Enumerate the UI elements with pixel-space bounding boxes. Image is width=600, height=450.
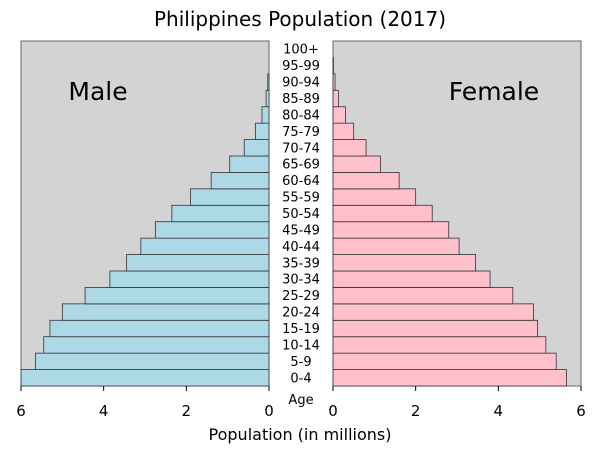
female-bar-35-39 [332,254,477,272]
x-tick-label: 6 [16,402,26,420]
age-group-label: 45-49 [282,223,320,238]
female-bar-0-4 [332,369,567,387]
x-tick-label: 2 [411,402,421,420]
female-bar-15-19 [332,319,539,338]
female-bar-70-74 [332,139,367,157]
age-group-label: 90-94 [282,76,320,91]
male-bar-5-9 [35,352,270,370]
male-bar-85-89 [265,89,270,108]
female-bars [332,57,567,387]
male-bar-20-24 [61,303,270,321]
male-bars [20,73,270,387]
female-bar-5-9 [332,352,557,370]
male-bar-75-79 [254,122,270,140]
female-bar-25-29 [332,287,514,305]
age-group-label: 65-69 [282,158,320,173]
age-group-label: 50-54 [282,207,320,222]
female-bar-45-49 [332,221,450,239]
age-group-label: 10-14 [282,338,320,353]
age-group-label: 35-39 [282,256,320,271]
age-group-label: 60-64 [282,174,320,189]
female-bar-60-64 [332,172,400,190]
female-bar-85-89 [332,89,339,108]
x-tick-label: 4 [99,402,109,420]
male-bar-10-14 [43,336,270,354]
x-tick-label: 4 [494,402,504,420]
female-bar-90-94 [332,73,336,91]
male-bar-40-44 [140,237,270,255]
x-axis-ticks: 6 4 2 0 0 2 4 6 [16,386,586,420]
male-bar-45-49 [154,221,270,239]
male-bar-60-64 [210,172,270,190]
male-bar-15-19 [49,319,270,338]
male-bar-80-84 [261,106,270,124]
age-group-label: 15-19 [282,322,320,337]
age-group-label: 70-74 [282,141,320,156]
female-bar-20-24 [332,303,534,321]
age-group-label: 100+ [283,43,319,58]
male-label: Male [68,77,127,106]
age-group-label: 30-34 [282,273,320,288]
x-tick-label: 6 [576,402,586,420]
female-bar-50-54 [332,204,433,223]
female-bar-40-44 [332,237,460,255]
age-group-label: 95-99 [282,59,320,74]
age-group-label: 20-24 [282,306,320,321]
male-bar-70-74 [243,139,270,157]
x-tick-label: 0 [264,402,274,420]
x-axis-title: Population (in millions) [209,425,392,444]
male-bar-25-29 [84,287,270,305]
female-bar-55-59 [332,188,417,206]
male-bar-50-54 [171,204,270,223]
male-bar-35-39 [126,254,270,272]
male-bar-0-4 [20,369,270,387]
age-axis-label: Age [288,393,313,408]
male-bar-55-59 [190,188,270,206]
female-bar-80-84 [332,106,346,124]
female-label: Female [449,77,539,106]
age-group-label: 80-84 [282,108,320,123]
age-group-label: 25-29 [282,289,320,304]
male-bar-90-94 [267,73,270,91]
x-tick-label: 2 [182,402,192,420]
female-bar-75-79 [332,122,355,140]
female-bar-10-14 [332,336,547,354]
female-bar-65-69 [332,155,381,173]
age-group-label: 40-44 [282,240,320,255]
male-bar-65-69 [229,155,270,173]
female-bar-30-34 [332,270,491,288]
chart-title: Philippines Population (2017) [154,7,446,31]
male-bar-30-34 [109,270,270,288]
age-group-label: 85-89 [282,92,320,107]
age-group-label: 75-79 [282,125,320,140]
age-group-label: 0-4 [290,371,311,386]
age-group-label: 55-59 [282,191,320,206]
x-tick-label: 0 [328,402,338,420]
age-group-label: 5-9 [290,355,311,370]
